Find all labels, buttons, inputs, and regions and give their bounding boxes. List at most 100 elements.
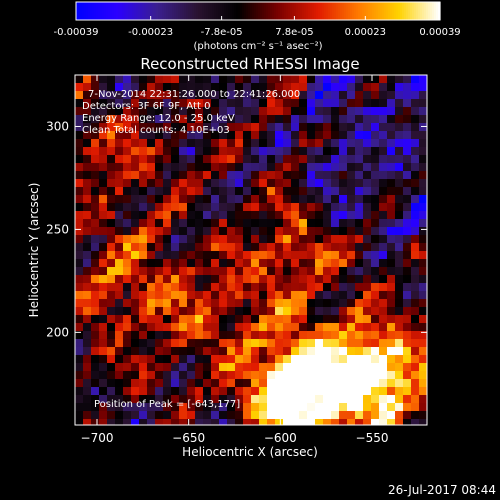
colorbar-cell	[284, 2, 287, 20]
heatmap-pixel	[387, 219, 396, 228]
heatmap-pixel	[227, 395, 236, 404]
heatmap-pixel	[355, 115, 364, 124]
heatmap-pixel	[251, 323, 260, 332]
heatmap-pixel	[251, 411, 260, 420]
heatmap-pixel	[163, 243, 172, 252]
heatmap-pixel	[179, 139, 188, 148]
heatmap-pixel	[163, 171, 172, 180]
heatmap-pixel	[123, 211, 132, 220]
heatmap-pixel	[307, 347, 316, 356]
heatmap-pixel	[99, 171, 108, 180]
colorbar-cell	[304, 2, 307, 20]
heatmap-pixel	[227, 163, 236, 172]
colorbar-cell	[266, 2, 269, 20]
heatmap-pixel	[323, 411, 332, 420]
heatmap-pixel	[299, 123, 308, 132]
heatmap-pixel	[347, 115, 356, 124]
heatmap-pixel	[171, 131, 180, 140]
heatmap-pixel	[267, 211, 276, 220]
colorbar-cell	[436, 2, 439, 20]
colorbar-cell	[252, 2, 255, 20]
heatmap-pixel	[323, 155, 332, 164]
heatmap-pixel	[131, 171, 140, 180]
colorbar-cell	[368, 2, 371, 20]
heatmap-pixel	[163, 251, 172, 260]
heatmap-pixel	[107, 347, 116, 356]
heatmap-pixel	[107, 387, 116, 396]
heatmap-pixel	[403, 251, 412, 260]
heatmap-pixel	[107, 395, 116, 404]
heatmap-pixel	[267, 411, 276, 420]
heatmap-pixel	[395, 403, 404, 412]
heatmap-pixel	[211, 323, 220, 332]
heatmap-pixel	[387, 259, 396, 268]
heatmap-pixel	[403, 83, 412, 92]
heatmap-pixel	[195, 403, 204, 412]
heatmap-pixel	[323, 403, 332, 412]
heatmap-pixel	[275, 283, 284, 292]
heatmap-pixel	[211, 227, 220, 236]
heatmap-pixel	[315, 267, 324, 276]
heatmap-pixel	[411, 411, 420, 420]
heatmap-pixel	[411, 99, 420, 108]
heatmap-pixel	[291, 331, 300, 340]
heatmap-pixel	[107, 195, 116, 204]
colorbar-cell	[354, 2, 357, 20]
heatmap-pixel	[251, 259, 260, 268]
heatmap-pixel	[283, 123, 292, 132]
heatmap-pixel	[267, 171, 276, 180]
heatmap-pixel	[99, 235, 108, 244]
heatmap-pixel	[123, 403, 132, 412]
heatmap-pixel	[315, 227, 324, 236]
heatmap-pixel	[219, 91, 228, 100]
heatmap-pixel	[203, 355, 212, 364]
heatmap-pixel	[171, 403, 180, 412]
heatmap-pixel	[123, 315, 132, 324]
heatmap-pixel	[283, 275, 292, 284]
heatmap-pixel	[291, 83, 300, 92]
heatmap-pixel	[323, 379, 332, 388]
heatmap-pixel	[187, 299, 196, 308]
heatmap-pixel	[227, 403, 236, 412]
heatmap-pixel	[91, 387, 100, 396]
heatmap-pixel	[107, 91, 116, 100]
heatmap-pixel	[155, 203, 164, 212]
heatmap-pixel	[139, 131, 148, 140]
annotation-clean: Clean Total counts: 4.10E+03	[82, 125, 230, 136]
heatmap-pixel	[371, 355, 380, 364]
colorbar-cell	[174, 2, 177, 20]
heatmap-pixel	[227, 123, 236, 132]
heatmap-pixel	[227, 219, 236, 228]
colorbar-cell	[290, 2, 293, 20]
heatmap-pixel	[99, 131, 108, 140]
heatmap-pixel	[155, 323, 164, 332]
heatmap-pixel	[227, 275, 236, 284]
heatmap-pixel	[267, 403, 276, 412]
heatmap-pixel	[259, 387, 268, 396]
heatmap-pixel	[307, 107, 316, 116]
heatmap-pixel	[203, 339, 212, 348]
heatmap-pixel	[379, 219, 388, 228]
heatmap-pixel	[347, 91, 356, 100]
heatmap-pixel	[75, 187, 84, 196]
heatmap-pixel	[243, 147, 252, 156]
heatmap-pixel	[243, 155, 252, 164]
heatmap-pixel	[211, 235, 220, 244]
heatmap-pixel	[403, 403, 412, 412]
heatmap-pixel	[99, 227, 108, 236]
heatmap-pixel	[251, 187, 260, 196]
colorbar-cell	[200, 2, 203, 20]
heatmap-pixel	[395, 131, 404, 140]
heatmap-pixel	[395, 139, 404, 148]
heatmap-pixel	[115, 211, 124, 220]
heatmap-pixel	[107, 219, 116, 228]
colorbar-cell	[398, 2, 401, 20]
colorbar-tick-label: -0.00039	[54, 27, 99, 38]
heatmap-pixel	[331, 339, 340, 348]
colorbar-cell	[84, 2, 87, 20]
heatmap-pixel	[283, 75, 292, 84]
heatmap-pixel	[403, 211, 412, 220]
heatmap-pixel	[115, 323, 124, 332]
heatmap-pixel	[243, 259, 252, 268]
heatmap-pixel	[275, 195, 284, 204]
